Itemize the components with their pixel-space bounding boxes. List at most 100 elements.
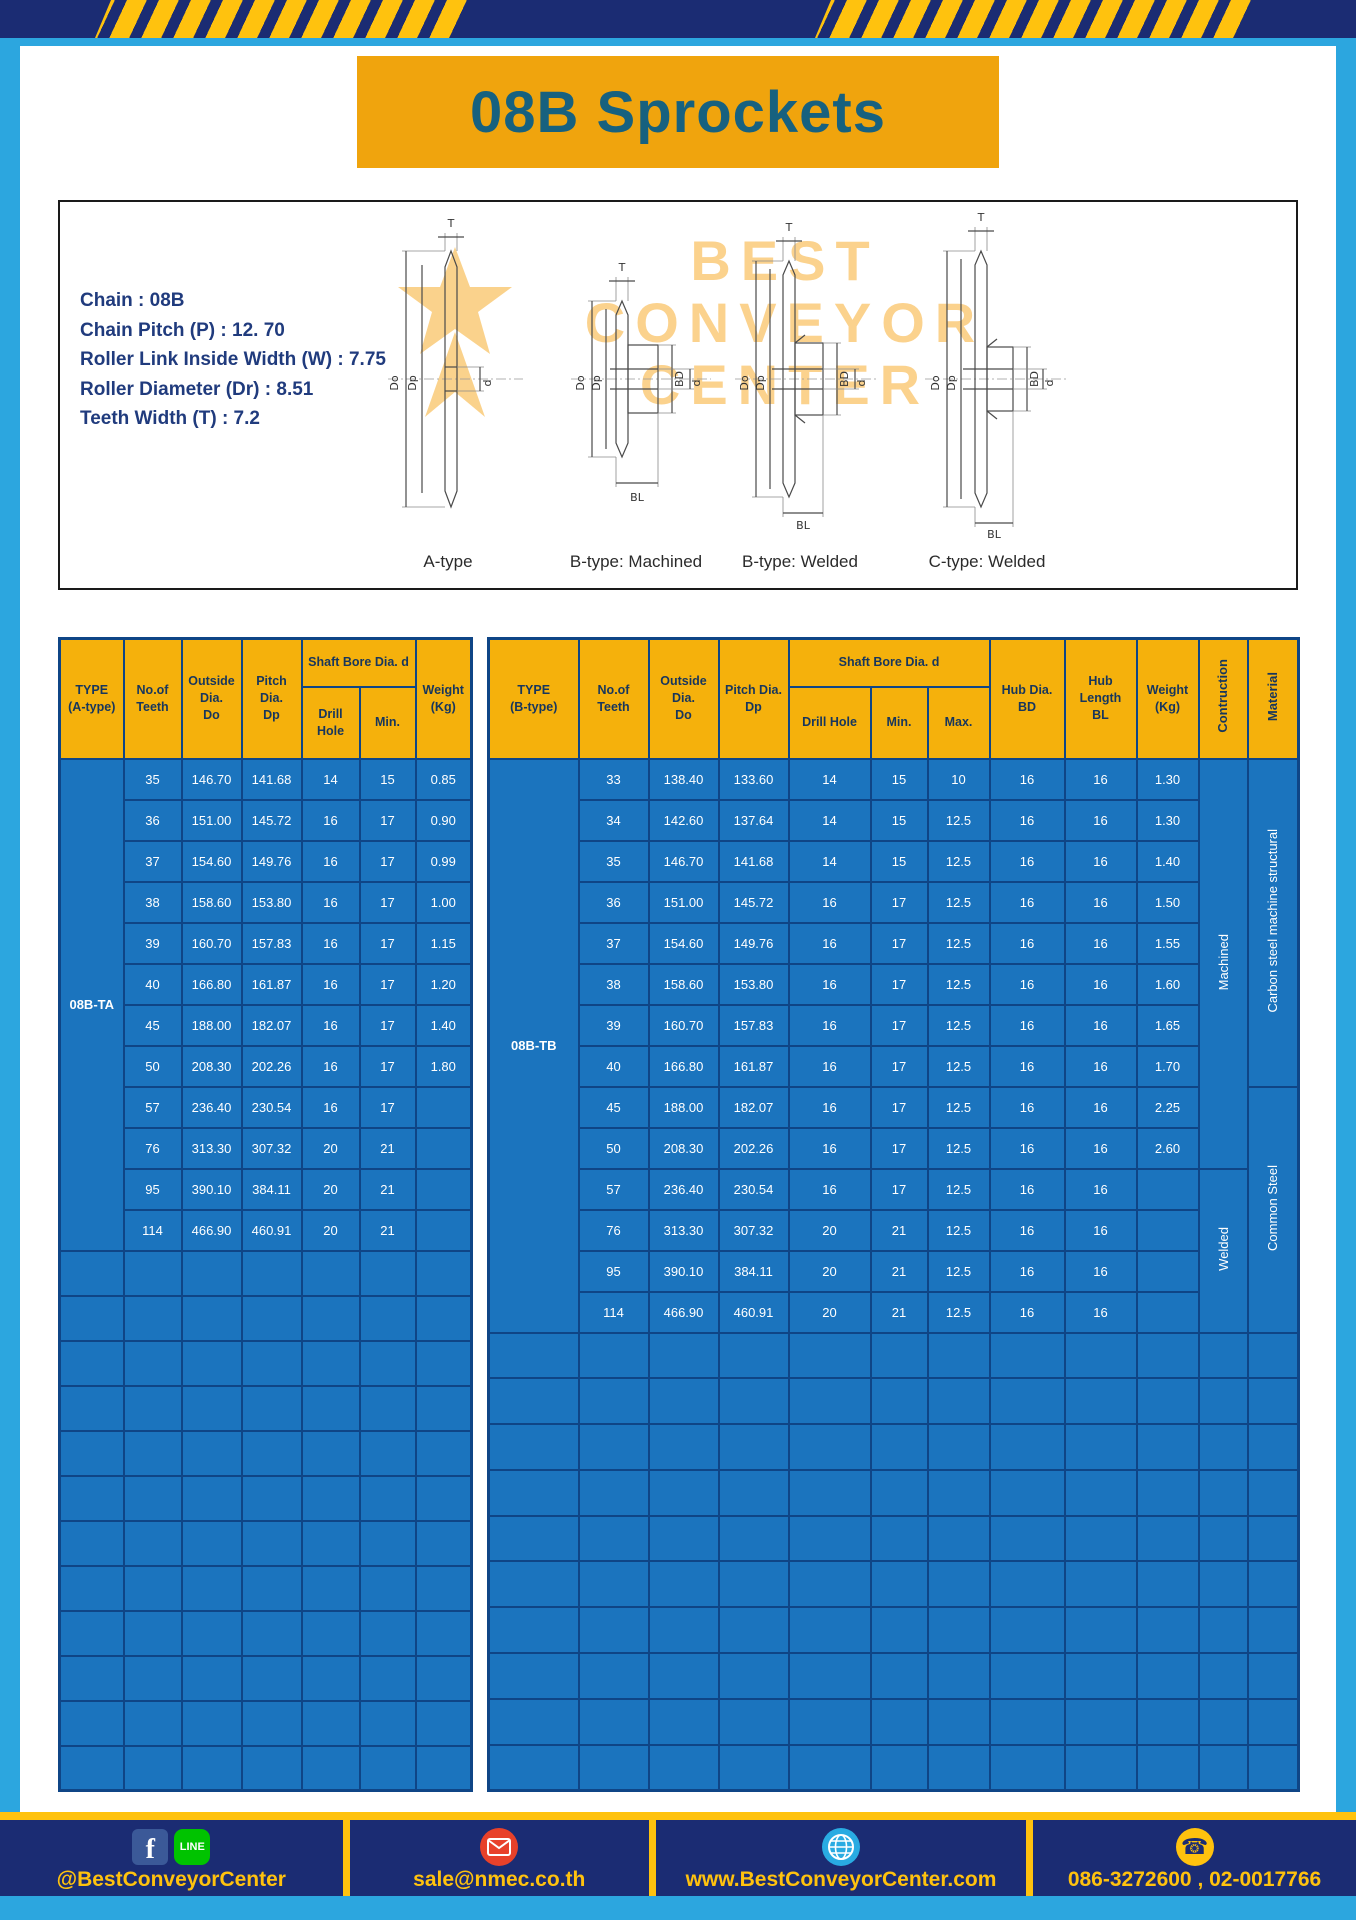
empty-row xyxy=(487,1560,1300,1609)
data-cell: 40 xyxy=(122,962,183,1006)
data-cell: 17 xyxy=(869,921,929,965)
data-cell: 17 xyxy=(869,1085,929,1129)
footer-social-handle[interactable]: @BestConveyorCenter xyxy=(56,1867,286,1891)
footer-website[interactable]: www.BestConveyorCenter.com xyxy=(685,1867,997,1891)
data-cell: 37 xyxy=(122,839,183,883)
th-min: Min. xyxy=(869,685,929,760)
empty-cell xyxy=(717,1468,790,1517)
data-cell: 390.10 xyxy=(647,1249,720,1293)
empty-cell xyxy=(869,1697,929,1746)
table-row: 114 466.90 460.91 20 21 12.5 16 16 xyxy=(489,1290,1299,1334)
footer-divider xyxy=(648,1820,656,1896)
data-cell: 137.64 xyxy=(717,798,790,842)
line-icon[interactable]: LINE xyxy=(174,1828,211,1865)
spec-diagram-panel: BEST CONVEYOR CENTER Chain : 08B Chain P… xyxy=(58,200,1298,590)
footer-social-section: f LINE @BestConveyorCenter xyxy=(0,1820,343,1896)
data-cell: 16 xyxy=(1063,1126,1138,1170)
footer-divider xyxy=(342,1820,350,1896)
empty-cell xyxy=(1063,1560,1138,1609)
data-cell: 12.5 xyxy=(926,1167,991,1211)
data-cell: 16 xyxy=(1063,1044,1138,1088)
data-cell: 16 xyxy=(787,1044,872,1088)
data-cell: 16 xyxy=(1063,757,1138,801)
facebook-icon[interactable]: f xyxy=(132,1828,169,1865)
globe-icon[interactable] xyxy=(821,1827,860,1866)
empty-cell xyxy=(58,1699,125,1747)
empty-cell xyxy=(414,1384,473,1432)
empty-cell xyxy=(787,1697,872,1746)
data-cell: 20 xyxy=(787,1249,872,1293)
construction-cell: Machined xyxy=(1197,757,1249,1170)
data-cell: 12.5 xyxy=(926,1249,991,1293)
empty-cell xyxy=(180,1294,243,1342)
dim-label-BD: BD xyxy=(1028,371,1041,387)
dim-label-Dp: Dp xyxy=(945,375,958,390)
table-row: 114 466.90 460.91 20 21 xyxy=(60,1208,473,1252)
footer-email[interactable]: sale@nmec.co.th xyxy=(413,1867,586,1891)
phone-icon[interactable]: ☎ xyxy=(1175,1827,1214,1866)
data-cell: 1.40 xyxy=(1135,839,1200,883)
table-a: TYPE (A-type) No.of Teeth Outside Dia. D… xyxy=(58,637,473,1792)
data-cell: 1.80 xyxy=(414,1044,473,1088)
email-icon[interactable] xyxy=(480,1827,519,1866)
empty-cell xyxy=(1246,1331,1300,1380)
empty-cell xyxy=(487,1560,580,1609)
data-cell: 17 xyxy=(869,1167,929,1211)
empty-cell xyxy=(58,1519,125,1567)
table-row: 34 142.60 137.64 14 15 12.5 16 16 1.30 xyxy=(489,798,1299,842)
data-cell: 16 xyxy=(787,880,872,924)
data-cell xyxy=(414,1208,473,1252)
empty-cell xyxy=(926,1377,991,1426)
data-cell: 20 xyxy=(300,1208,361,1252)
data-cell: 1.40 xyxy=(414,1003,473,1047)
empty-cell xyxy=(577,1377,650,1426)
empty-row xyxy=(58,1564,473,1612)
empty-cell xyxy=(487,1606,580,1655)
th-shaft-bore: Shaft Bore Dia. d xyxy=(787,637,991,688)
data-cell: 95 xyxy=(577,1249,650,1293)
data-cell: 230.54 xyxy=(717,1167,790,1211)
empty-cell xyxy=(717,1743,790,1792)
data-cell: 12.5 xyxy=(926,1003,991,1047)
empty-cell xyxy=(122,1609,183,1657)
th-hub-length: Hub Length BL xyxy=(1063,637,1138,760)
empty-cell xyxy=(240,1474,303,1522)
data-cell: 10 xyxy=(926,757,991,801)
empty-cell xyxy=(926,1697,991,1746)
data-cell: 17 xyxy=(869,1003,929,1047)
title-box: 08B Sprockets xyxy=(357,56,999,168)
th-min: Min. xyxy=(358,685,417,760)
footer-phone-numbers[interactable]: 086-3272600 , 02-0017766 xyxy=(1067,1867,1322,1891)
empty-cell xyxy=(358,1429,417,1477)
spec-line: Roller Diameter (Dr) : 8.51 xyxy=(80,378,314,400)
data-cell: 34 xyxy=(577,798,650,842)
empty-cell xyxy=(358,1609,417,1657)
empty-cell xyxy=(240,1249,303,1297)
data-cell: 307.32 xyxy=(240,1126,303,1170)
empty-cell xyxy=(122,1564,183,1612)
empty-cell xyxy=(180,1384,243,1432)
data-cell: 12.5 xyxy=(926,1208,991,1252)
th-outside-dia: Outside Dia. Do xyxy=(647,637,720,760)
dim-label-BL: BL xyxy=(987,528,1002,541)
empty-row xyxy=(487,1606,1300,1655)
data-cell: 145.72 xyxy=(240,798,303,842)
data-cell: 16 xyxy=(300,880,361,924)
empty-cell xyxy=(1197,1652,1249,1700)
empty-cell xyxy=(58,1654,125,1702)
data-cell: 313.30 xyxy=(180,1126,243,1170)
empty-cell xyxy=(577,1468,650,1517)
empty-cell xyxy=(1197,1423,1249,1471)
data-cell: 202.26 xyxy=(717,1126,790,1170)
empty-row xyxy=(58,1609,473,1657)
th-material: Material xyxy=(1246,637,1300,760)
data-cell: 17 xyxy=(869,880,929,924)
empty-cell xyxy=(122,1429,183,1477)
empty-cell xyxy=(180,1339,243,1387)
data-cell: 230.54 xyxy=(240,1085,303,1129)
empty-cell xyxy=(487,1468,580,1517)
watermark-line: BEST xyxy=(690,229,880,292)
dim-label-Do: Do xyxy=(388,375,401,390)
table-row: 39 160.70 157.83 16 17 12.5 16 16 1.65 xyxy=(489,1003,1299,1047)
data-cell: 166.80 xyxy=(647,1044,720,1088)
